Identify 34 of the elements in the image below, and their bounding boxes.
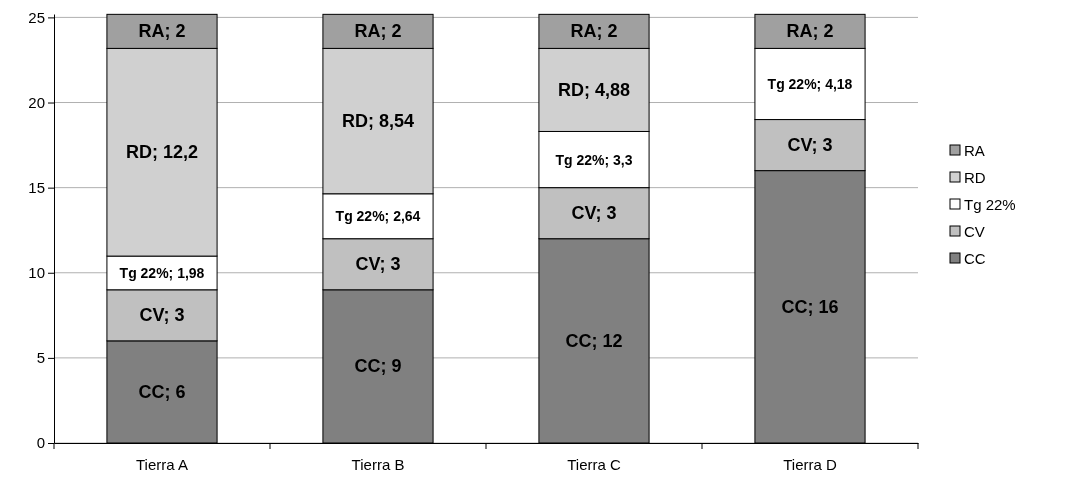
data-label: Tg 22%; 1,98 xyxy=(119,264,205,281)
data-label: RD; 12,2 xyxy=(125,142,199,163)
data-label: CV; 3 xyxy=(571,203,617,224)
data-label: CV; 3 xyxy=(787,135,833,156)
legend-label: CV xyxy=(964,222,985,240)
data-label: RA; 2 xyxy=(138,21,186,42)
data-label: CV; 3 xyxy=(139,305,185,326)
y-tick-label: 25 xyxy=(28,8,45,26)
data-label: CC; 12 xyxy=(565,330,623,351)
x-tick-label: Tierra A xyxy=(136,456,188,473)
x-tick-label: Tierra D xyxy=(783,456,837,473)
data-label: RD; 4,88 xyxy=(557,79,631,100)
y-tick-label: 10 xyxy=(28,264,45,282)
data-label: CC; 6 xyxy=(138,381,186,402)
data-label: RD; 8,54 xyxy=(341,111,415,132)
legend-label: Tg 22% xyxy=(964,195,1016,213)
data-label: RA; 2 xyxy=(786,21,834,42)
y-tick-label: 15 xyxy=(28,178,45,196)
data-label: Tg 22%; 2,64 xyxy=(335,208,421,225)
legend-label: RD xyxy=(964,168,986,186)
y-tick-label: 20 xyxy=(28,93,45,111)
x-tick-label: Tierra C xyxy=(567,456,621,473)
data-label: Tg 22%; 3,3 xyxy=(555,151,633,168)
y-tick-label: 0 xyxy=(36,434,45,452)
data-label: Tg 22%; 4,18 xyxy=(767,75,853,92)
data-label: CV; 3 xyxy=(355,254,401,275)
legend-label: CC xyxy=(964,249,986,267)
x-tick-label: Tierra B xyxy=(351,456,405,473)
y-tick-label: 5 xyxy=(36,349,45,367)
legend-label: RA xyxy=(964,141,985,159)
data-label: CC; 16 xyxy=(781,296,839,317)
data-label: RA; 2 xyxy=(570,21,618,42)
data-label: RA; 2 xyxy=(354,21,402,42)
data-label: CC; 9 xyxy=(354,356,402,377)
